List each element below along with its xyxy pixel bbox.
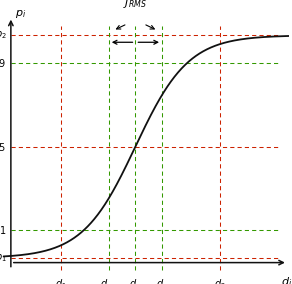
Text: $p_i$: $p_i$ [15,9,26,20]
Text: $d_i$: $d_i$ [281,275,292,284]
Text: $d_\sigma$: $d_\sigma$ [156,278,168,284]
Text: $p_1$: $p_1$ [0,252,7,264]
Text: $d_2$: $d_2$ [214,278,226,284]
Text: $J_{RMS}$: $J_{RMS}$ [124,0,147,10]
Text: $d_o$: $d_o$ [129,278,141,284]
Text: $.5$: $.5$ [0,141,7,153]
Text: $d_{-\sigma}$: $d_{-\sigma}$ [100,278,118,284]
Text: $p_2$: $p_2$ [0,29,7,41]
Text: $d_1$: $d_1$ [55,278,67,284]
Text: $.141$: $.141$ [0,224,7,236]
Text: $.859$: $.859$ [0,57,7,69]
